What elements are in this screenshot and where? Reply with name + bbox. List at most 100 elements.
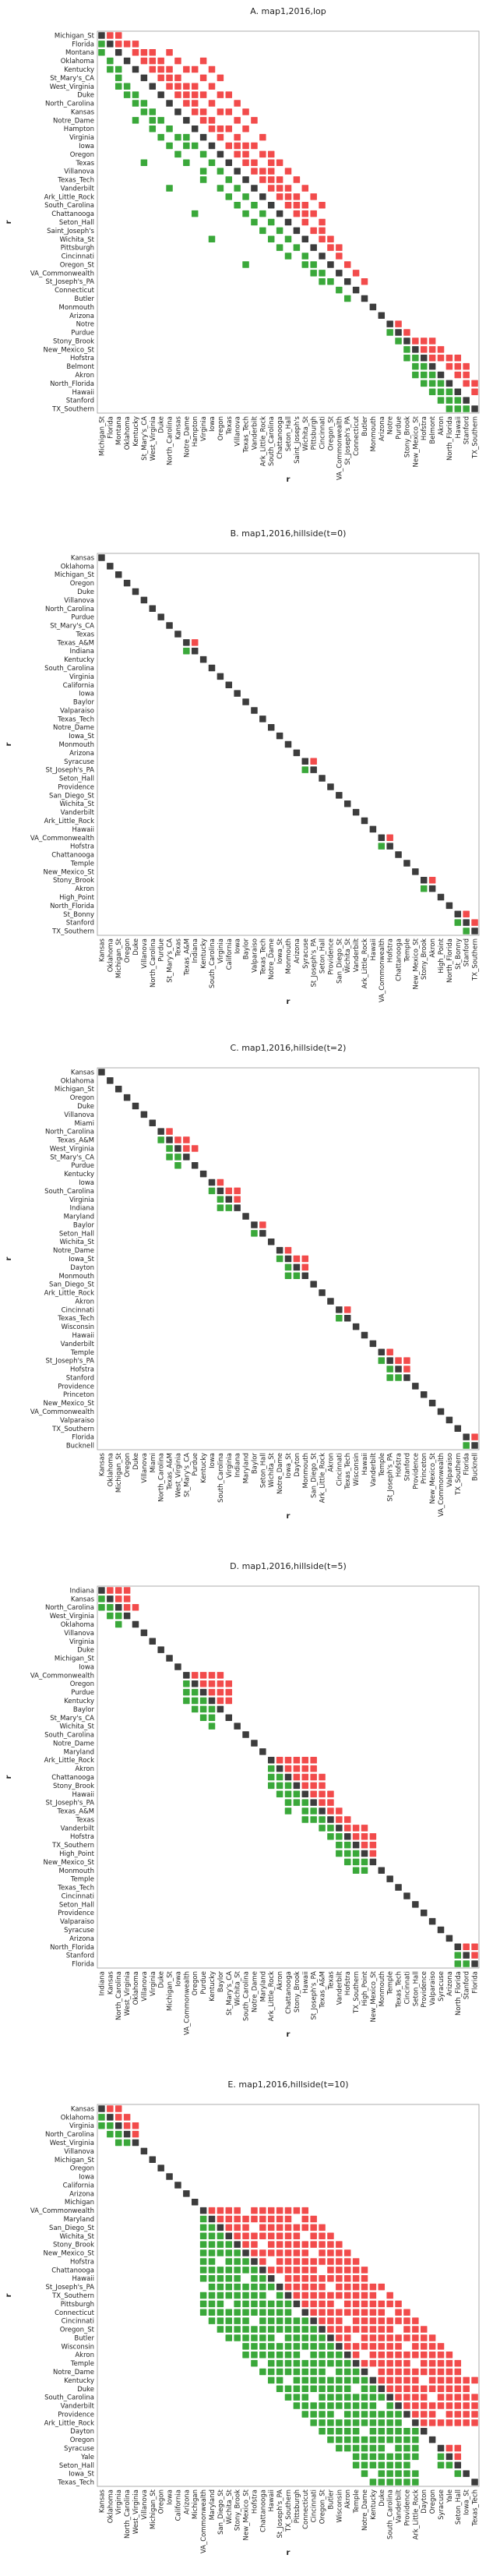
x-tick-label: Duke [132,938,140,956]
lower-cell [369,2436,377,2443]
upper-cell [437,2419,445,2426]
x-tick-label: Akron [429,938,437,958]
lower-cell [319,1816,326,1823]
lower-cell [242,210,249,217]
x-tick-label: Ark_Little_Rock [361,938,369,988]
lower-cell [352,2402,360,2409]
y-tick-label: Texas_Tech [57,2479,94,2487]
x-tick-label: Kansas [98,1452,106,1476]
lower-cell [284,2385,292,2393]
y-tick-label: Texas_A&M [56,1137,94,1145]
upper-cell [420,2394,428,2401]
diagonal-cell [437,2444,445,2452]
upper-cell [276,2267,283,2274]
diagonal-cell [140,2147,148,2155]
y-tick-label: TX_Southern [51,406,94,414]
x-tick-label: Hawaii [268,2489,276,2511]
upper-cell [267,2224,275,2231]
x-tick-label: Vanderbilt [336,1970,343,2005]
upper-cell [428,2334,436,2341]
x-tick-label: Arizona [294,938,301,963]
lower-cell [199,150,207,158]
lower-cell [327,2376,334,2384]
lower-cell [386,1374,393,1381]
upper-cell [267,2232,275,2240]
upper-cell [234,150,241,158]
lower-cell [251,218,258,226]
diagonal-cell [267,1756,275,1764]
upper-cell [242,108,249,115]
x-tick-label: Wisconsin [336,2489,343,2522]
x-tick-label: Pittsburgh [311,416,319,450]
upper-cell [267,2215,275,2223]
y-tick-label: Seton_Hall [59,776,94,783]
upper-cell [361,2317,368,2324]
upper-cell [471,2402,478,2409]
upper-cell [234,2224,241,2231]
diagonal-cell [149,605,157,613]
upper-cell [293,210,301,217]
y-tick-label: Seton_Hall [59,2462,94,2470]
lower-cell [301,2317,309,2324]
lower-cell [403,2436,410,2443]
y-tick-label: Duke [77,1103,94,1111]
upper-cell [454,2359,462,2367]
y-tick-label: Kentucky [64,2377,94,2385]
diagonal-cell [166,1655,173,1662]
upper-cell [343,2249,351,2256]
lower-cell [284,1782,292,1790]
x-tick-label: Notre_Dame [276,1453,284,1494]
lower-cell [336,2394,343,2401]
upper-cell [454,2394,462,2401]
upper-cell [267,185,275,192]
x-tick-label: Princeton [421,1453,428,1484]
lower-cell [420,362,428,370]
upper-cell [428,2368,436,2376]
lower-cell [284,2317,292,2324]
upper-cell [199,1680,207,1687]
upper-cell [343,2292,351,2299]
upper-cell [225,1688,233,1696]
lower-cell [259,227,266,235]
upper-cell [183,1136,190,1143]
y-tick-label: North_Florida [50,903,94,910]
upper-cell [301,2207,309,2214]
diagonal-cell [157,613,164,620]
y-tick-label: Indiana [70,1587,94,1595]
upper-cell [293,1756,301,1764]
lower-cell [259,2274,266,2282]
diagonal-cell [336,270,343,277]
x-tick-label: Akron [276,1971,284,1991]
x-tick-label: Virginia [217,938,225,963]
plot-frame [97,2104,480,2487]
diagonal-cell [327,2334,334,2341]
upper-cell [251,117,258,124]
lower-cell [445,388,453,396]
diagonal-cell [361,1850,368,1857]
diagonal-cell [378,2385,386,2393]
lower-cell [403,2427,410,2435]
diagonal-cell [225,1196,233,1203]
upper-cell [463,2411,470,2418]
lower-cell [276,1773,283,1781]
upper-cell [284,1765,292,1772]
diagonal-cell [98,32,105,39]
x-tick-label: Michigan [192,2489,199,2519]
upper-cell [276,2207,283,2214]
lower-cell [361,2402,368,2409]
diagonal-cell [445,2453,453,2461]
lower-cell [395,2411,402,2418]
upper-cell [437,2368,445,2376]
y-tick-label: Texas_Tech [57,716,94,723]
y-tick-label: St_Bonny [63,911,94,919]
upper-cell [386,2343,393,2350]
lower-cell [361,2394,368,2401]
upper-cell [208,65,216,73]
lower-cell [293,244,301,251]
lower-cell [284,253,292,260]
y-tick-label: Butler [74,2334,94,2342]
upper-cell [343,1825,351,1832]
upper-cell [343,2274,351,2282]
upper-cell [412,337,419,345]
lower-cell [319,2419,326,2426]
